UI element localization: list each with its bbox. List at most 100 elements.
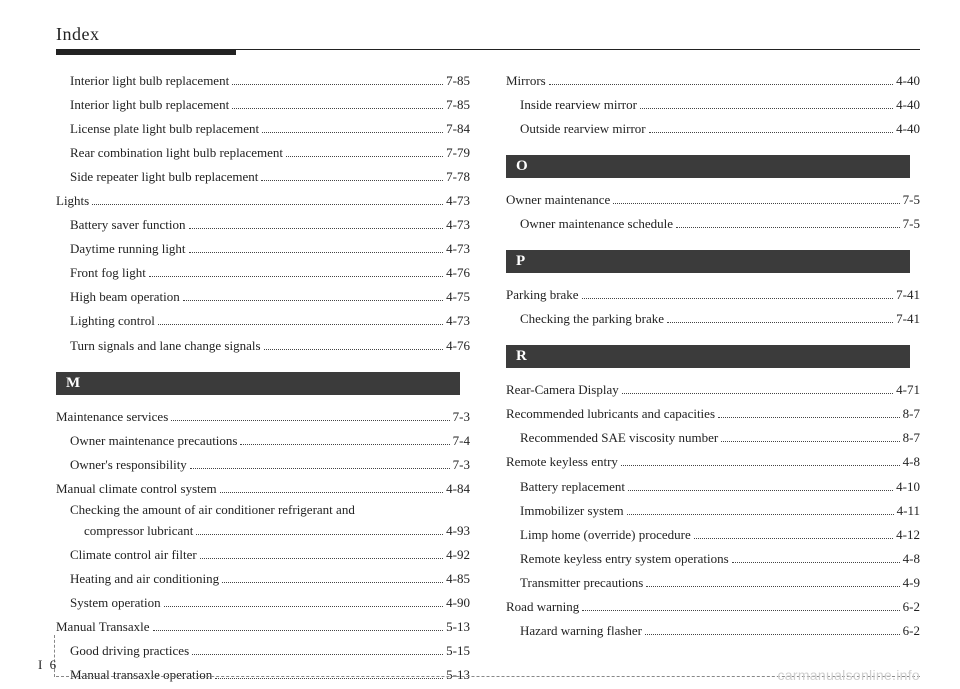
page-ref: 4-93 bbox=[446, 519, 470, 543]
leader-dots bbox=[149, 267, 443, 277]
leader-dots bbox=[622, 384, 893, 394]
page-ref: 7-85 bbox=[446, 93, 470, 117]
index-entry: Climate control air filter 4-92 bbox=[56, 543, 470, 567]
index-label: Owner maintenance schedule bbox=[520, 212, 673, 236]
leader-dots bbox=[718, 408, 900, 418]
entry-list: Maintenance services7-3Owner maintenance… bbox=[56, 405, 470, 501]
index-label: Road warning bbox=[506, 595, 579, 619]
leader-dots bbox=[171, 410, 449, 420]
page-ref: 4-76 bbox=[446, 334, 470, 358]
index-label: Rear-Camera Display bbox=[506, 378, 619, 402]
index-entry: Interior light bulb replacement7-85 bbox=[56, 69, 470, 93]
index-entry: Checking the amount of air conditioner r… bbox=[56, 501, 470, 543]
page-ref: 7-41 bbox=[896, 307, 920, 331]
index-entry: Battery replacement4-10 bbox=[506, 475, 920, 499]
leader-dots bbox=[92, 195, 443, 205]
columns: Interior light bulb replacement7-85Inter… bbox=[56, 69, 920, 687]
page-ref: 4-8 bbox=[903, 547, 920, 571]
page-ref: 4-84 bbox=[446, 477, 470, 501]
leader-dots bbox=[232, 99, 443, 109]
index-entry: Lighting control4-73 bbox=[56, 309, 470, 333]
header-thick-bar bbox=[56, 49, 236, 55]
leader-dots bbox=[196, 525, 443, 535]
leader-dots bbox=[667, 313, 893, 323]
entry-list: Interior light bulb replacement7-85Inter… bbox=[56, 69, 470, 358]
page-ref: 7-84 bbox=[446, 117, 470, 141]
page-ref: 4-76 bbox=[446, 261, 470, 285]
leader-dots bbox=[200, 549, 443, 559]
index-entry: Manual Transaxle 5-13 bbox=[56, 615, 470, 639]
index-entry: Owner maintenance 7-5 bbox=[506, 188, 920, 212]
index-label: Owner maintenance bbox=[506, 188, 610, 212]
index-label: Climate control air filter bbox=[70, 543, 197, 567]
index-label: Heating and air conditioning bbox=[70, 567, 219, 591]
page-ref: 4-40 bbox=[896, 69, 920, 93]
index-label: Mirrors bbox=[506, 69, 546, 93]
index-label: High beam operation bbox=[70, 285, 180, 309]
page-ref: 5-13 bbox=[446, 615, 470, 639]
index-entry: Inside rearview mirror4-40 bbox=[506, 93, 920, 117]
index-label: Side repeater light bulb replacement bbox=[70, 165, 258, 189]
index-entry: Recommended lubricants and capacities8-7 bbox=[506, 402, 920, 426]
leader-dots bbox=[549, 75, 893, 85]
page-ref: 7-5 bbox=[903, 188, 920, 212]
page-ref: 5-15 bbox=[446, 639, 470, 663]
entry-list: Climate control air filter 4-92 Heating an… bbox=[56, 543, 470, 687]
index-entry: Side repeater light bulb replacement 7-78 bbox=[56, 165, 470, 189]
leader-dots bbox=[628, 480, 893, 490]
index-entry: Hazard warning flasher6-2 bbox=[506, 619, 920, 643]
leader-dots bbox=[640, 99, 893, 109]
index-label: Manual Transaxle bbox=[56, 615, 150, 639]
index-entry: License plate light bulb replacement 7-84 bbox=[56, 117, 470, 141]
leader-dots bbox=[721, 432, 899, 442]
leader-dots bbox=[649, 123, 894, 133]
index-label: Limp home (override) procedure bbox=[520, 523, 691, 547]
index-label: License plate light bulb replacement bbox=[70, 117, 259, 141]
entry-list: Parking brake7-41Checking the parking br… bbox=[506, 283, 920, 331]
page-ref: 8-7 bbox=[903, 426, 920, 450]
page-ref: 7-4 bbox=[453, 429, 470, 453]
page-ref: 4-90 bbox=[446, 591, 470, 615]
page-ref: 4-8 bbox=[903, 450, 920, 474]
index-entry: Immobilizer system4-11 bbox=[506, 499, 920, 523]
page-ref: 7-79 bbox=[446, 141, 470, 165]
leader-dots bbox=[222, 573, 443, 583]
page-ref: 7-41 bbox=[896, 283, 920, 307]
leader-dots bbox=[627, 504, 894, 514]
leader-dots bbox=[261, 171, 443, 181]
index-entry: Interior light bulb replacement7-85 bbox=[56, 93, 470, 117]
index-label: Battery saver function bbox=[70, 213, 186, 237]
leader-dots bbox=[153, 621, 444, 631]
leader-dots bbox=[613, 194, 899, 204]
index-entry: Limp home (override) procedure4-12 bbox=[506, 523, 920, 547]
index-entry: Owner's responsibility 7-3 bbox=[56, 453, 470, 477]
page-ref: 4-92 bbox=[446, 543, 470, 567]
index-entry: Transmitter precautions4-9 bbox=[506, 571, 920, 595]
index-label: Rear combination light bulb replacement bbox=[70, 141, 283, 165]
page-ref: 4-71 bbox=[896, 378, 920, 402]
right-column: Mirrors4-40Inside rearview mirror4-40Out… bbox=[506, 69, 920, 687]
index-entry: Remote keyless entry system operations 4-… bbox=[506, 547, 920, 571]
index-entry: Parking brake7-41 bbox=[506, 283, 920, 307]
index-label: Interior light bulb replacement bbox=[70, 69, 229, 93]
page-ref: 4-9 bbox=[903, 571, 920, 595]
index-label: Battery replacement bbox=[520, 475, 625, 499]
page-header: Index bbox=[56, 24, 920, 55]
index-label: Owner maintenance precautions bbox=[70, 429, 237, 453]
page-ref: 4-73 bbox=[446, 237, 470, 261]
index-label: Remote keyless entry system operations bbox=[520, 547, 729, 571]
index-entry: Mirrors 4-40 bbox=[506, 69, 920, 93]
page-ref: 7-3 bbox=[453, 453, 470, 477]
index-entry: Owner maintenance precautions 7-4 bbox=[56, 429, 470, 453]
page-ref: 7-78 bbox=[446, 165, 470, 189]
index-label: Owner's responsibility bbox=[70, 453, 187, 477]
leader-dots bbox=[158, 315, 443, 325]
leader-dots bbox=[582, 289, 894, 299]
page-ref: 7-3 bbox=[453, 405, 470, 429]
leader-dots bbox=[189, 243, 444, 253]
index-entry: Maintenance services7-3 bbox=[56, 405, 470, 429]
index-label: Turn signals and lane change signals bbox=[70, 334, 261, 358]
page-ref: 4-40 bbox=[896, 117, 920, 141]
entry-list: Mirrors4-40Inside rearview mirror4-40Out… bbox=[506, 69, 920, 141]
index-entry: Remote keyless entry4-8 bbox=[506, 450, 920, 474]
